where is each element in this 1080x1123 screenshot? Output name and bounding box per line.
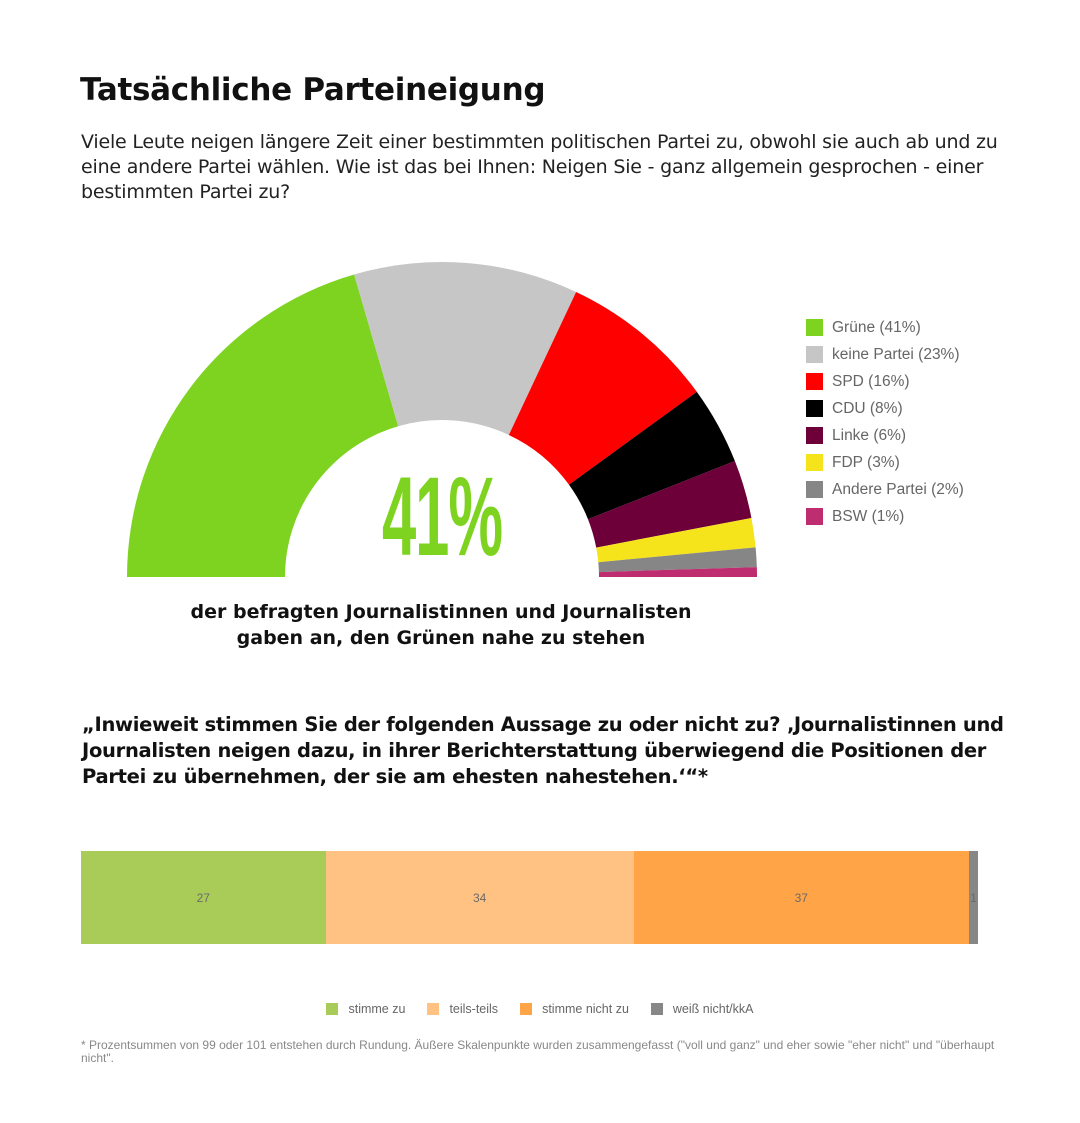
agreement-legend-item: stimme zu — [326, 1002, 405, 1016]
slice-linke — [587, 461, 752, 548]
stacked-agreement-bar: 27 34 37 1 — [81, 851, 978, 944]
legend-swatch — [806, 481, 823, 498]
legend-label: FDP (3%) — [832, 453, 900, 471]
highlight-percentage: 41% — [381, 454, 503, 579]
bar-segment-weiß-nicht-kka: 1 — [968, 851, 978, 944]
legend-label: Andere Partei (2%) — [832, 480, 964, 498]
slice-bsw — [598, 567, 757, 577]
agreement-legend-item: weiß nicht/kkA — [650, 1002, 754, 1016]
highlight-caption-line1: der befragten Journalistinnen und Journa… — [190, 601, 692, 623]
legend-item: CDU (8%) — [806, 395, 964, 422]
slice-cdu — [569, 391, 735, 520]
bar-value-label: 27 — [196, 890, 210, 905]
highlight-caption: der befragten Journalistinnen und Journa… — [141, 599, 741, 651]
semicircle-donut-chart — [127, 262, 757, 577]
legend-label: teils-teils — [449, 1002, 499, 1016]
legend-item: Andere Partei (2%) — [806, 476, 964, 503]
bar-value-label: 34 — [472, 890, 487, 905]
legend-item: BSW (1%) — [806, 503, 964, 530]
legend-label: keine Partei (23%) — [832, 345, 960, 363]
agreement-legend-item: teils-teils — [427, 1002, 498, 1016]
legend-label: BSW (1%) — [832, 507, 905, 525]
legend-item: Linke (6%) — [806, 422, 964, 449]
legend-swatch — [650, 1003, 663, 1015]
slice-keine-partei — [354, 262, 577, 435]
legend-swatch — [520, 1003, 533, 1015]
slice-andere-partei — [598, 547, 757, 573]
slice-spd — [508, 291, 697, 485]
bar-segment-teils-teils: 34 — [325, 851, 634, 944]
legend-item: SPD (16%) — [806, 368, 964, 395]
slice-grüne — [127, 274, 399, 577]
legend-swatch — [806, 373, 823, 390]
survey-question: Viele Leute neigen längere Zeit einer be… — [81, 131, 998, 203]
legend-swatch — [427, 1003, 440, 1015]
party-legend: Grüne (41%) keine Partei (23%) SPD (16%) CD… — [806, 314, 964, 530]
legend-item: keine Partei (23%) — [806, 341, 964, 368]
legend-label: Grüne (41%) — [832, 318, 921, 336]
bar-segment-stimme-nicht-zu: 37 — [633, 851, 969, 944]
legend-label: stimme nicht zu — [542, 1002, 629, 1016]
chart-title: Tatsächliche Parteineigung — [80, 72, 546, 108]
legend-swatch — [806, 319, 823, 336]
bar-value-label: 37 — [794, 890, 808, 905]
highlight-caption-line2: gaben an, den Grünen nahe zu stehen — [236, 627, 646, 649]
legend-label: CDU (8%) — [832, 399, 903, 417]
bar-segment-stimme-zu: 27 — [81, 851, 326, 944]
legend-swatch — [806, 508, 823, 525]
statement-question: „Inwieweit stimmen Sie der folgenden Aus… — [82, 713, 1004, 788]
bar-value-label: 1 — [970, 890, 977, 905]
agreement-legend-item: stimme nicht zu — [520, 1002, 629, 1016]
agreement-legend: stimme zu teils-teils stimme nicht zu weiß … — [0, 1002, 1080, 1016]
legend-item: FDP (3%) — [806, 449, 964, 476]
legend-swatch — [806, 427, 823, 444]
legend-label: weiß nicht/kkA — [672, 1002, 754, 1016]
legend-swatch — [806, 346, 823, 363]
legend-item: Grüne (41%) — [806, 314, 964, 341]
legend-label: SPD (16%) — [832, 372, 910, 390]
footnote: * Prozentsummen von 99 oder 101 entstehe… — [81, 1038, 995, 1065]
legend-swatch — [806, 400, 823, 417]
legend-label: Linke (6%) — [832, 426, 907, 444]
slice-fdp — [596, 517, 756, 563]
legend-swatch — [326, 1003, 339, 1015]
legend-label: stimme zu — [348, 1002, 406, 1016]
legend-swatch — [806, 454, 823, 471]
